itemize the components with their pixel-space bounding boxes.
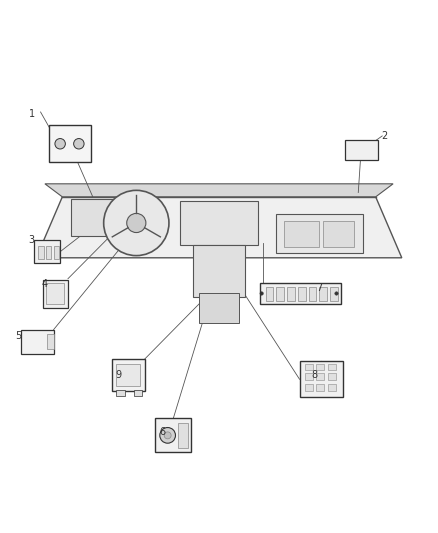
Bar [298,287,306,301]
Circle shape [55,139,65,149]
Bar [284,221,319,247]
Bar [155,418,191,453]
Bar [47,334,53,349]
Bar [308,287,316,301]
Bar [21,329,53,353]
Bar [49,125,91,162]
Bar [46,283,64,304]
Bar [260,282,341,304]
Bar [34,240,60,263]
Text: 3: 3 [29,236,35,245]
Text: 5: 5 [16,331,22,341]
Bar [328,384,336,391]
Bar [276,287,284,301]
Text: 8: 8 [312,370,318,381]
Text: 7: 7 [316,283,322,293]
Circle shape [127,213,146,232]
Bar [305,384,313,391]
Bar [328,373,336,379]
Text: 2: 2 [381,131,388,141]
Bar [193,245,245,297]
Circle shape [160,427,176,443]
Text: 1: 1 [29,109,35,119]
Circle shape [74,139,84,149]
Bar [287,287,295,301]
Circle shape [335,292,338,295]
Bar [305,364,313,370]
Polygon shape [45,184,393,197]
Bar [300,361,343,397]
Polygon shape [36,197,402,258]
Bar [112,359,145,391]
Bar [319,287,327,301]
Bar [316,384,324,391]
Circle shape [104,190,169,256]
Circle shape [260,292,263,295]
Text: 4: 4 [42,279,48,289]
Bar [345,140,378,160]
Bar [46,246,51,259]
Bar [134,390,142,396]
Bar [116,364,140,386]
Text: 6: 6 [159,427,166,437]
Bar [39,246,44,259]
Bar [316,373,324,379]
Bar [71,199,115,236]
Bar [199,293,239,323]
Bar [265,287,273,301]
Bar [305,373,313,379]
Bar [276,214,363,254]
Bar [323,221,354,247]
Bar [53,246,59,259]
Circle shape [164,432,171,439]
Bar [316,364,324,370]
Text: 9: 9 [116,370,122,381]
Bar [330,287,338,301]
Bar [178,423,187,448]
Bar [116,390,125,396]
Bar [180,201,258,245]
Bar [328,364,336,370]
Bar [43,279,68,308]
